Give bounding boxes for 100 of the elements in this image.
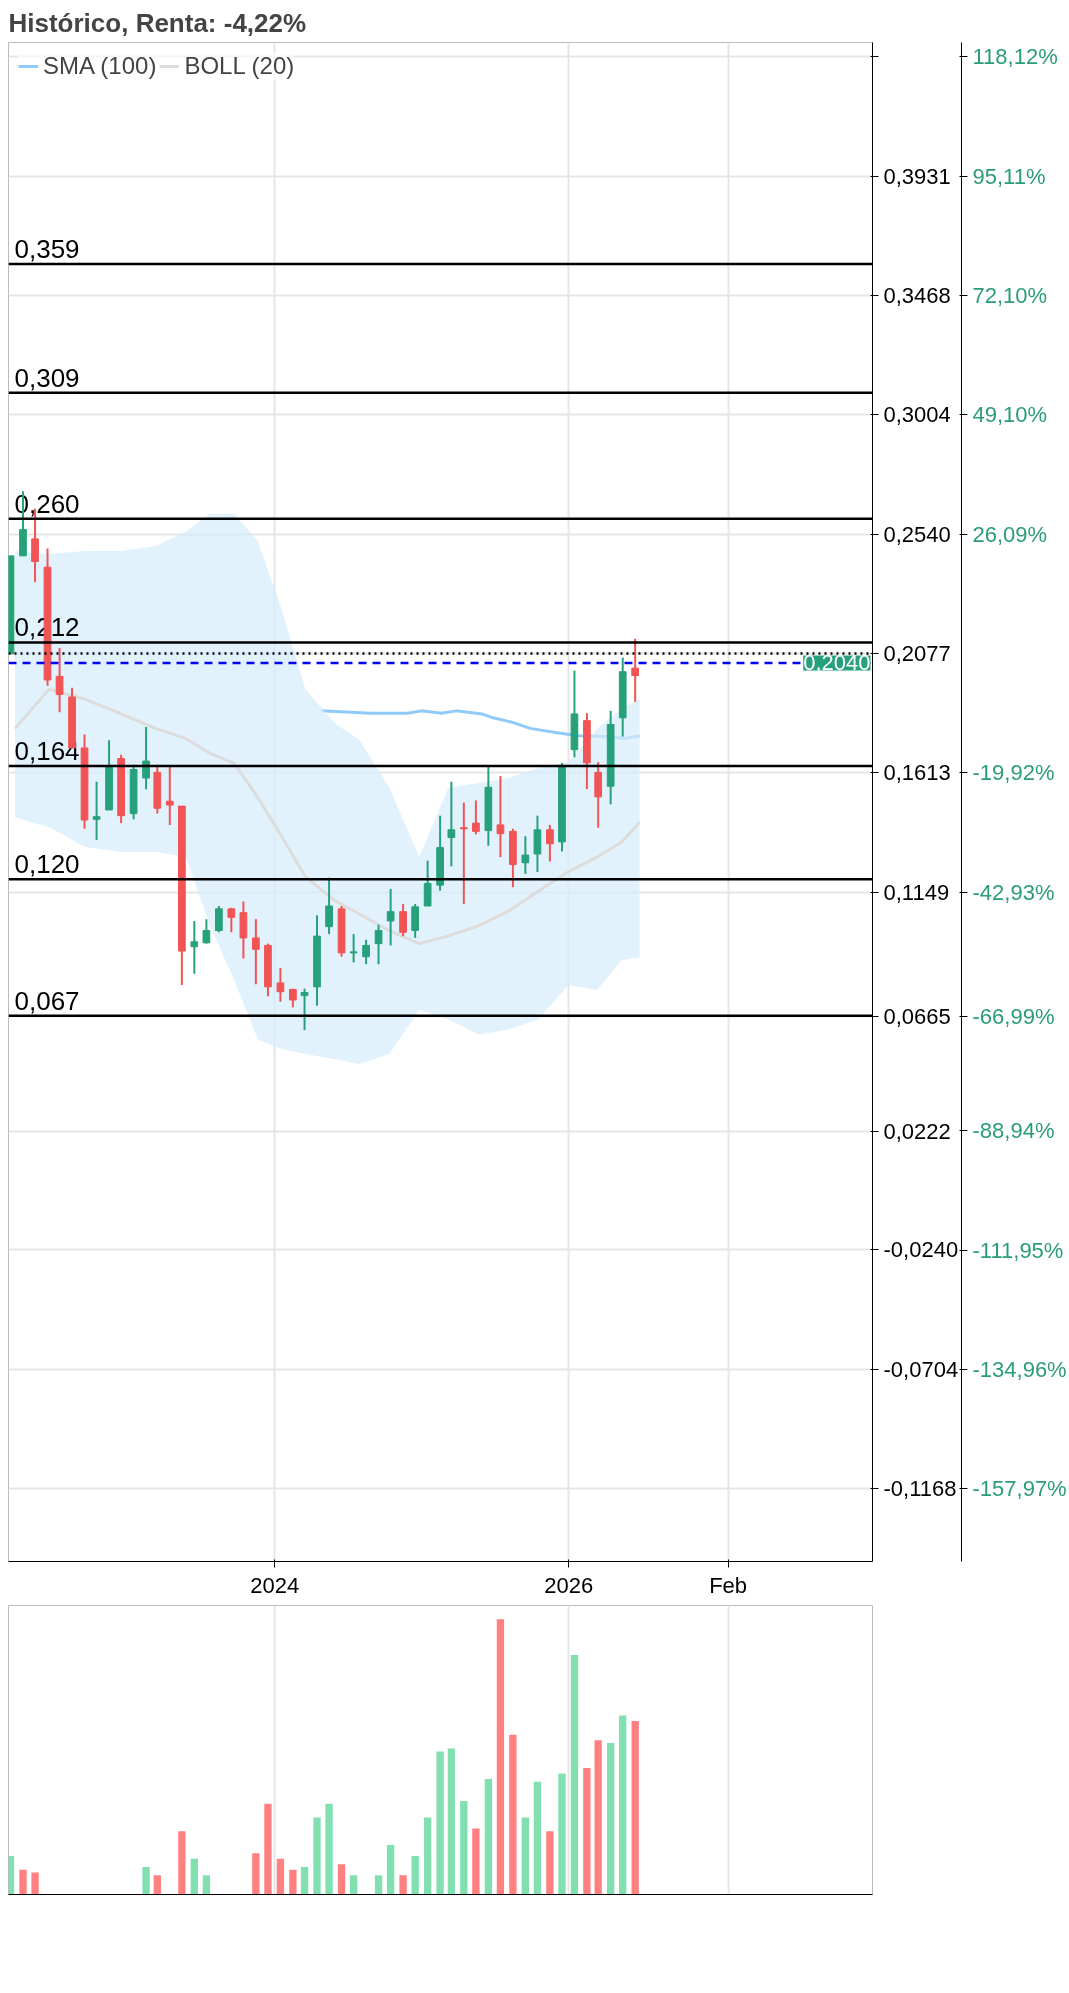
ref-line-label: 0,164: [14, 735, 80, 766]
bar: [190, 1858, 198, 1895]
bar: [386, 1844, 395, 1895]
candlestick: [276, 967, 285, 1003]
y-tick-label: -0,0704: [883, 1356, 959, 1382]
line-series: [13, 687, 642, 946]
y2-tick-label: 72,10%: [972, 283, 1048, 309]
y-tick-label: 0,2077: [883, 640, 951, 666]
ref-line-label: 0,120: [14, 849, 80, 880]
candlestick: [92, 780, 101, 842]
candlestick: [227, 906, 236, 934]
candlestick: [631, 637, 640, 703]
y-tick-label: 0,0665: [883, 1004, 951, 1030]
bar: [533, 1781, 542, 1895]
y-tick-label: -0,1168: [883, 1476, 957, 1502]
candlestick: [202, 918, 211, 945]
bar: [19, 1869, 27, 1895]
bar: [606, 1743, 615, 1895]
candlestick: [142, 726, 150, 791]
bar: [264, 1803, 272, 1895]
x-tick-label: 2024: [250, 1572, 300, 1598]
bar: [31, 1872, 39, 1895]
candlestick: [411, 902, 420, 939]
y2-tick-label: 95,11%: [972, 163, 1046, 189]
y-tick-label: 0,3468: [883, 282, 951, 308]
y-tick-label: 0,0222: [883, 1118, 951, 1144]
ref-line-label: 0,359: [14, 233, 80, 264]
bar: [374, 1875, 383, 1895]
bar: [325, 1803, 333, 1895]
candlestick: [165, 765, 174, 826]
bar: [399, 1875, 407, 1895]
bar: [484, 1778, 493, 1895]
bar: [153, 1875, 161, 1895]
candlestick: [459, 801, 468, 905]
candlestick: [496, 775, 505, 859]
y-tick-label: 0,1149: [883, 879, 950, 905]
bar: [349, 1875, 358, 1895]
ref-line-label: 0,2040: [803, 650, 871, 676]
bar: [594, 1740, 602, 1895]
bar: [289, 1869, 297, 1895]
y2-tick-label: 26,09%: [972, 521, 1048, 547]
x-tick-label: Feb: [709, 1572, 748, 1598]
y2-tick-label: -66,99%: [972, 1004, 1055, 1030]
y-tick-label: 0,2540: [883, 521, 951, 547]
bar: [276, 1858, 285, 1895]
chart-title: Histórico, Renta: -4,22%: [8, 7, 307, 38]
y2-tick-label: -111,95%: [972, 1237, 1064, 1263]
candlestick: [349, 933, 358, 964]
y2-tick-label: -42,93%: [972, 879, 1055, 905]
ref-line-label: 0,309: [14, 362, 80, 393]
bar: [583, 1767, 591, 1895]
bar: [337, 1864, 346, 1895]
x-tick-label: 2026: [544, 1572, 594, 1598]
bar: [178, 1831, 186, 1895]
candlestick: [252, 918, 260, 986]
bar: [423, 1817, 432, 1895]
bar: [436, 1751, 444, 1895]
bar: [521, 1817, 530, 1895]
bar: [631, 1721, 639, 1895]
bar: [202, 1875, 211, 1895]
y2-tick-label: -88,94%: [972, 1118, 1055, 1144]
y2-tick-label: 118,12%: [972, 44, 1058, 70]
bar: [472, 1828, 480, 1895]
bar: [509, 1734, 517, 1895]
y2-tick-label: -19,92%: [972, 760, 1055, 786]
candlestick: [521, 835, 530, 875]
bar: [447, 1748, 456, 1895]
candlestick: [374, 923, 383, 966]
y-tick-label: 0,3931: [883, 163, 951, 189]
bar: [546, 1831, 554, 1895]
y-tick-label: 0,1613: [883, 760, 951, 786]
candlestick: [190, 919, 199, 975]
bar: [142, 1866, 150, 1895]
y-tick-label: 0,3004: [883, 402, 951, 428]
candlestick: [386, 888, 395, 947]
candlestick: [55, 647, 64, 714]
candlestick: [472, 799, 480, 836]
y2-tick-label: -134,96%: [972, 1357, 1067, 1383]
y-tick-label: -0,0240: [883, 1237, 959, 1263]
candlestick: [546, 823, 554, 863]
legend-label: SMA (100): [43, 52, 157, 80]
ref-line-label: 0,067: [14, 985, 80, 1016]
candlestick: [215, 905, 223, 934]
candlestick: [423, 859, 432, 908]
bar: [460, 1800, 468, 1895]
candlestick: [300, 987, 309, 1032]
candlestick: [447, 780, 456, 868]
legend-label: BOLL (20): [184, 52, 295, 80]
candlestick: [362, 938, 370, 966]
bar: [252, 1853, 260, 1895]
candlestick: [399, 902, 407, 938]
bar: [411, 1855, 419, 1895]
bar: [558, 1773, 566, 1895]
bar: [619, 1715, 627, 1895]
bar: [496, 1619, 505, 1895]
bar: [300, 1866, 309, 1895]
bar: [313, 1817, 321, 1895]
bar: [570, 1655, 579, 1895]
y2-tick-label: -157,97%: [972, 1476, 1067, 1502]
y2-tick-label: 49,10%: [972, 402, 1048, 428]
